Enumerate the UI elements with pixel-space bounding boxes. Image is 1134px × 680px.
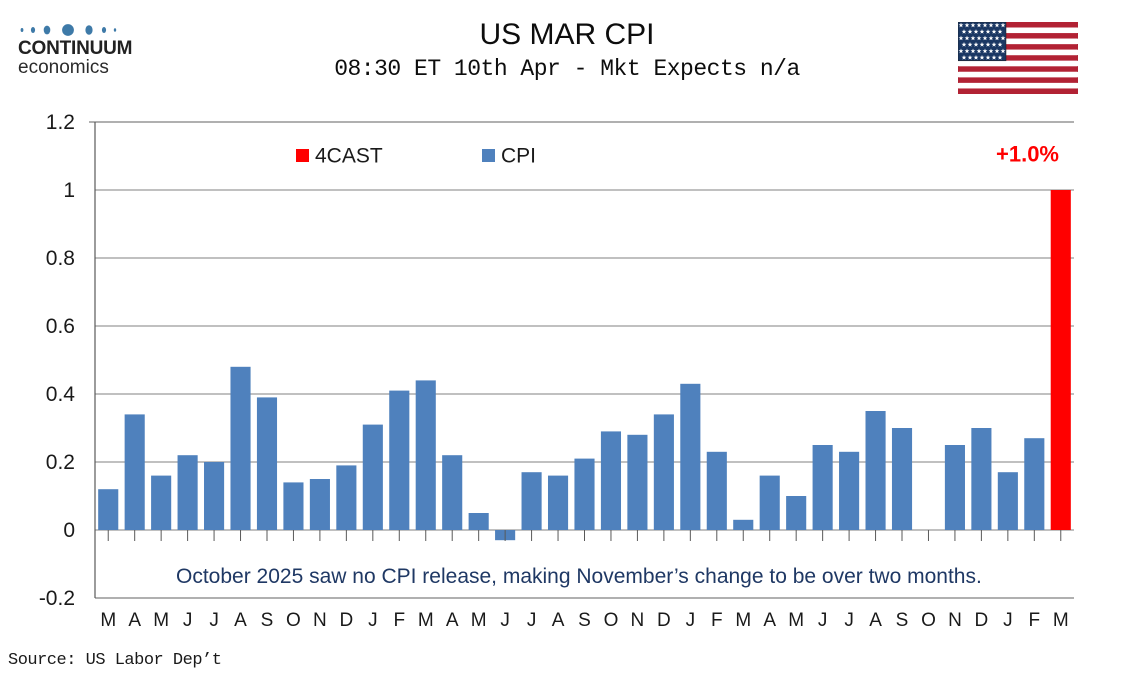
svg-text:M: M — [100, 610, 116, 631]
svg-text:CPI: CPI — [501, 145, 536, 168]
svg-text:F: F — [393, 610, 405, 631]
svg-text:-0.2: -0.2 — [39, 587, 75, 610]
svg-text:J: J — [209, 610, 219, 631]
svg-text:M: M — [153, 610, 169, 631]
svg-text:J: J — [1003, 610, 1013, 631]
svg-text:S: S — [578, 610, 591, 631]
svg-text:D: D — [339, 610, 353, 631]
svg-text:F: F — [711, 610, 723, 631]
svg-text:N: N — [948, 610, 962, 631]
svg-text:0: 0 — [63, 519, 75, 542]
svg-text:O: O — [604, 610, 619, 631]
svg-text:M: M — [418, 610, 434, 631]
svg-text:D: D — [657, 610, 671, 631]
svg-text:0.4: 0.4 — [46, 383, 76, 406]
svg-text:N: N — [631, 610, 645, 631]
svg-text:A: A — [234, 610, 247, 631]
svg-text:J: J — [686, 610, 696, 631]
svg-text:M: M — [788, 610, 804, 631]
svg-text:J: J — [818, 610, 828, 631]
svg-text:J: J — [844, 610, 854, 631]
svg-text:J: J — [368, 610, 378, 631]
svg-text:A: A — [763, 610, 776, 631]
svg-text:J: J — [527, 610, 537, 631]
svg-text:A: A — [446, 610, 459, 631]
svg-text:1.2: 1.2 — [46, 113, 75, 134]
svg-text:O: O — [286, 610, 301, 631]
svg-text:S: S — [896, 610, 909, 631]
svg-text:4CAST: 4CAST — [315, 145, 383, 168]
svg-text:A: A — [552, 610, 565, 631]
svg-text:1: 1 — [63, 179, 75, 202]
svg-text:A: A — [128, 610, 141, 631]
svg-text:A: A — [869, 610, 882, 631]
svg-text:F: F — [1029, 610, 1041, 631]
svg-text:0.6: 0.6 — [46, 315, 75, 338]
svg-text:0.2: 0.2 — [46, 451, 75, 474]
svg-text:N: N — [313, 610, 327, 631]
svg-text:S: S — [261, 610, 274, 631]
svg-text:D: D — [975, 610, 989, 631]
svg-text:0.8: 0.8 — [46, 247, 75, 270]
svg-text:J: J — [183, 610, 193, 631]
svg-text:J: J — [500, 610, 510, 631]
svg-text:O: O — [921, 610, 936, 631]
svg-text:M: M — [471, 610, 487, 631]
svg-text:M: M — [1053, 610, 1069, 631]
svg-text:October 2025 saw no CPI releas: October 2025 saw no CPI release, making … — [176, 565, 982, 588]
svg-text:M: M — [735, 610, 751, 631]
svg-text:+1.0%: +1.0% — [996, 142, 1059, 167]
